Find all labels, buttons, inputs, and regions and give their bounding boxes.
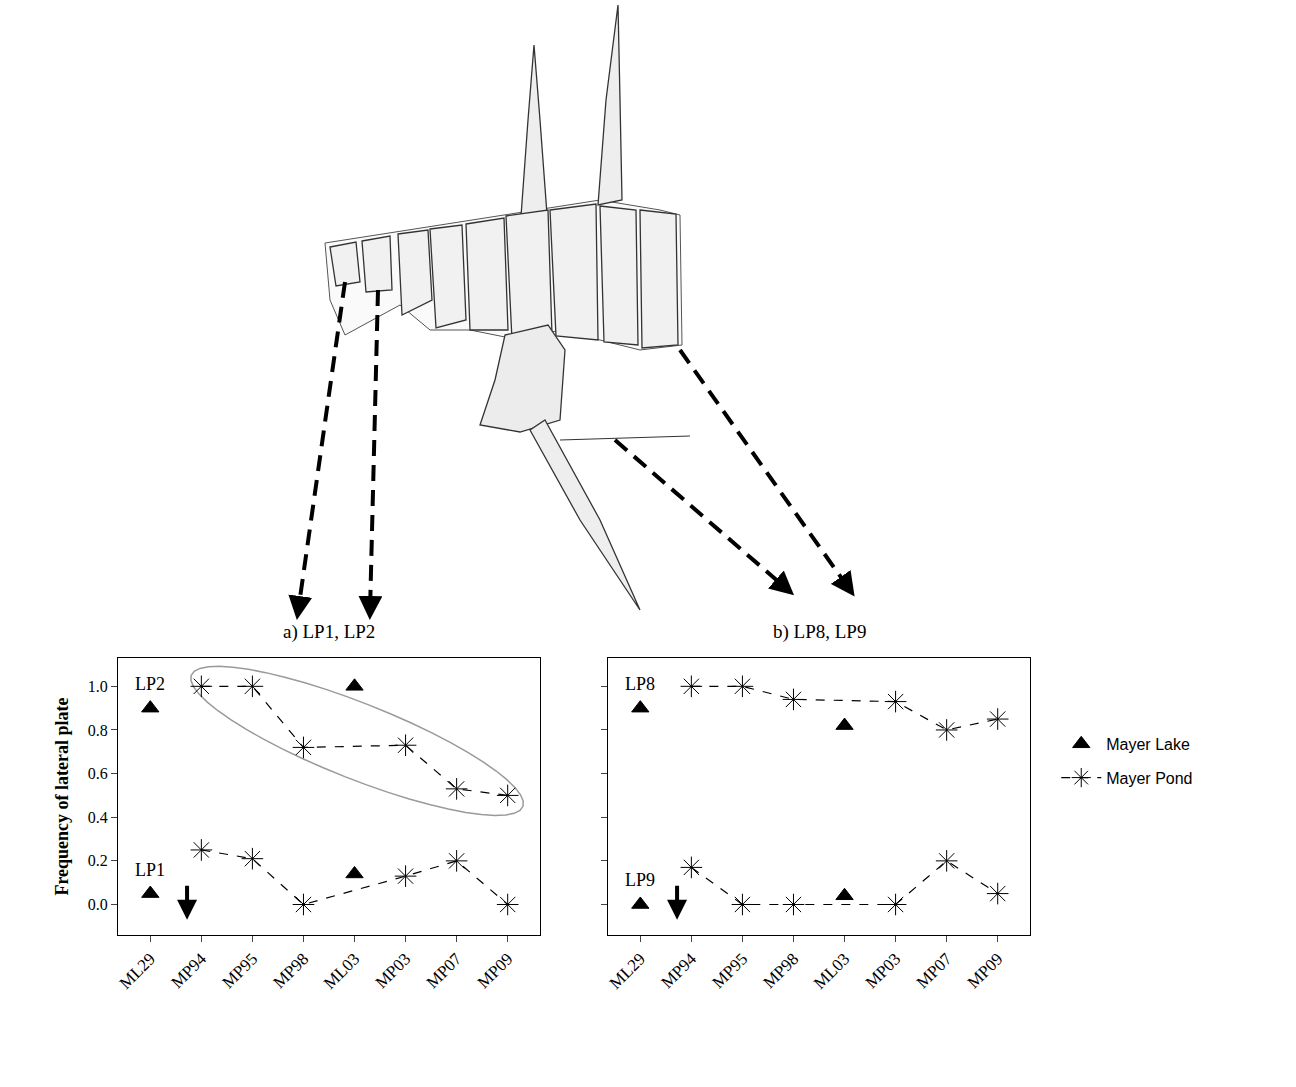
svg-text:a) LP1, LP2: a) LP1, LP2 bbox=[283, 621, 375, 643]
svg-text:b) LP8, LP9: b) LP8, LP9 bbox=[773, 621, 866, 643]
svg-text:0.6: 0.6 bbox=[88, 765, 108, 782]
svg-text:ML29: ML29 bbox=[116, 949, 159, 992]
svg-text:MP95: MP95 bbox=[218, 949, 261, 992]
svg-text:1.0: 1.0 bbox=[88, 678, 108, 695]
svg-text:MP03: MP03 bbox=[862, 949, 905, 992]
svg-text:MP95: MP95 bbox=[708, 949, 751, 992]
svg-text:ML03: ML03 bbox=[810, 949, 853, 992]
svg-text:MP98: MP98 bbox=[269, 949, 312, 992]
svg-text:MP98: MP98 bbox=[759, 949, 802, 992]
svg-text:ML29: ML29 bbox=[606, 949, 649, 992]
svg-text:MP94: MP94 bbox=[657, 949, 700, 992]
svg-text:MP07: MP07 bbox=[913, 949, 956, 992]
svg-text:LP8: LP8 bbox=[625, 674, 655, 694]
svg-text:MP94: MP94 bbox=[167, 949, 210, 992]
svg-text:Mayer Lake: Mayer Lake bbox=[1106, 736, 1190, 753]
svg-text:0.2: 0.2 bbox=[88, 852, 108, 869]
svg-text:MP09: MP09 bbox=[474, 949, 517, 992]
svg-text:0.4: 0.4 bbox=[88, 809, 108, 826]
svg-text:Frequency of lateral plate: Frequency of lateral plate bbox=[52, 697, 72, 895]
svg-text:LP2: LP2 bbox=[135, 674, 165, 694]
svg-text:MP03: MP03 bbox=[372, 949, 415, 992]
svg-text:MP09: MP09 bbox=[964, 949, 1007, 992]
svg-text:LP9: LP9 bbox=[625, 870, 655, 890]
svg-text:ML03: ML03 bbox=[320, 949, 363, 992]
svg-text:MP07: MP07 bbox=[423, 949, 466, 992]
svg-text:LP1: LP1 bbox=[135, 860, 165, 880]
svg-text:Mayer Pond: Mayer Pond bbox=[1106, 770, 1192, 787]
svg-text:0.8: 0.8 bbox=[88, 722, 108, 739]
svg-text:0.0: 0.0 bbox=[88, 896, 108, 913]
